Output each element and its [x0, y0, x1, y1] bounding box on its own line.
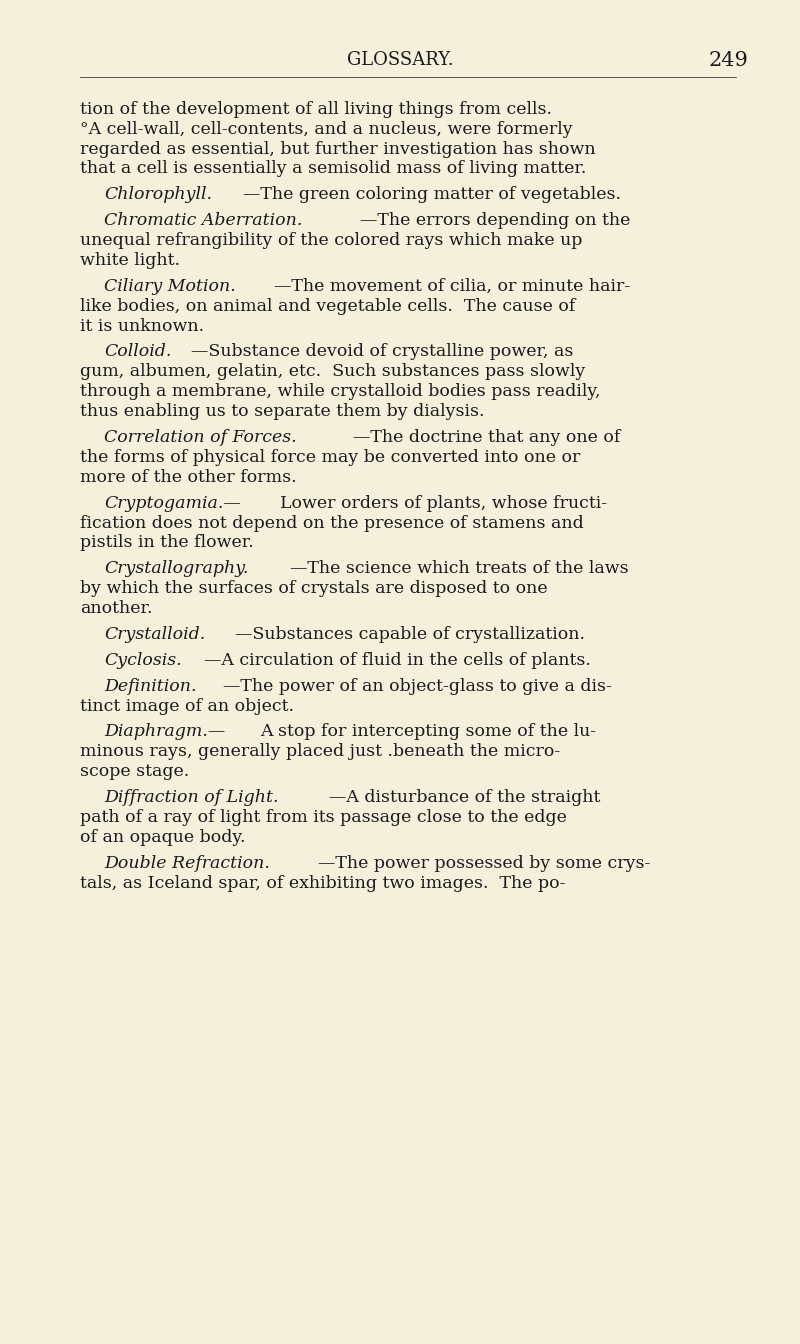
Text: —The green coloring matter of vegetables.: —The green coloring matter of vegetables…: [243, 187, 622, 203]
Text: pistils in the flower.: pistils in the flower.: [80, 535, 254, 551]
Text: white light.: white light.: [80, 251, 180, 269]
Text: Colloid.: Colloid.: [104, 344, 171, 360]
Text: unequal refrangibility of the colored rays which make up: unequal refrangibility of the colored ra…: [80, 233, 582, 249]
Text: through a membrane, while crystalloid bodies pass readily,: through a membrane, while crystalloid bo…: [80, 383, 601, 401]
Text: GLOSSARY.: GLOSSARY.: [346, 51, 454, 70]
Text: —The power possessed by some crys-: —The power possessed by some crys-: [318, 855, 650, 872]
Text: —The doctrine that any one of: —The doctrine that any one of: [353, 429, 620, 446]
Text: Chlorophyll.—The green coloring matter of vegetables.: Chlorophyll.—The green coloring matter o…: [104, 187, 590, 203]
Text: Ciliary Motion.: Ciliary Motion.: [104, 278, 236, 294]
Text: —Substance devoid of crystalline power, as: —Substance devoid of crystalline power, …: [191, 344, 574, 360]
Text: Correlation of Forces.—The doctrine that any one of: Correlation of Forces.—The doctrine that…: [104, 429, 565, 446]
Text: path of a ray of light from its passage close to the edge: path of a ray of light from its passage …: [80, 809, 567, 827]
Text: Diffraction of Light.—A disturbance of the straight: Diffraction of Light.—A disturbance of t…: [104, 789, 550, 806]
Text: Crystalloid.—Substances capable of crystallization.: Crystalloid.—Substances capable of cryst…: [104, 626, 555, 642]
Text: Cyclosis.—A circulation of fluid in the cells of plants.: Cyclosis.—A circulation of fluid in the …: [104, 652, 569, 669]
Text: Diaphragm.—: Diaphragm.—: [104, 723, 226, 741]
Text: Cyclosis.: Cyclosis.: [104, 652, 182, 669]
Text: more of the other forms.: more of the other forms.: [80, 469, 297, 485]
Text: Cryptogamia.—: Cryptogamia.—: [104, 495, 241, 512]
Text: fication does not depend on the presence of stamens and: fication does not depend on the presence…: [80, 515, 584, 531]
Text: °A cell-wall, cell-contents, and a nucleus, were formerly: °A cell-wall, cell-contents, and a nucle…: [80, 121, 573, 137]
Text: tion of the development of all living things from cells.: tion of the development of all living th…: [80, 101, 552, 118]
Text: the forms of physical force may be converted into one or: the forms of physical force may be conve…: [80, 449, 580, 466]
Text: —The movement of cilia, or minute hair-: —The movement of cilia, or minute hair-: [274, 278, 630, 294]
Text: Cryptogamia.—Lower orders of plants, whose fructi-: Cryptogamia.—Lower orders of plants, who…: [104, 495, 568, 512]
Text: tals, as Iceland spar, of exhibiting two images.  The po-: tals, as Iceland spar, of exhibiting two…: [80, 875, 566, 891]
Text: Correlation of Forces.: Correlation of Forces.: [104, 429, 297, 446]
Text: scope stage.: scope stage.: [80, 763, 190, 780]
Text: it is unknown.: it is unknown.: [80, 317, 204, 335]
Text: minous rays, generally placed just .beneath the micro-: minous rays, generally placed just .bene…: [80, 743, 560, 761]
Text: Diffraction of Light.: Diffraction of Light.: [104, 789, 278, 806]
Text: Ciliary Motion.—The movement of cilia, or minute hair-: Ciliary Motion.—The movement of cilia, o…: [104, 278, 592, 294]
Text: Double Refraction.—The power possessed by some crys-: Double Refraction.—The power possessed b…: [104, 855, 602, 872]
Text: Crystalloid.: Crystalloid.: [104, 626, 206, 642]
Text: another.: another.: [80, 599, 153, 617]
Text: Chlorophyll.: Chlorophyll.: [104, 187, 212, 203]
Text: —The errors depending on the: —The errors depending on the: [360, 212, 630, 230]
Text: like bodies, on animal and vegetable cells.  The cause of: like bodies, on animal and vegetable cel…: [80, 298, 575, 314]
Text: Definition.—The power of an object-glass to give a dis-: Definition.—The power of an object-glass…: [104, 677, 586, 695]
Text: Definition.: Definition.: [104, 677, 197, 695]
Text: —A circulation of fluid in the cells of plants.: —A circulation of fluid in the cells of …: [204, 652, 591, 669]
Text: gum, albumen, gelatin, etc.  Such substances pass slowly: gum, albumen, gelatin, etc. Such substan…: [80, 363, 586, 380]
Text: Crystallography.—The science which treats of the laws: Crystallography.—The science which treat…: [104, 560, 587, 578]
Text: by which the surfaces of crystals are disposed to one: by which the surfaces of crystals are di…: [80, 581, 548, 597]
Text: —A disturbance of the straight: —A disturbance of the straight: [329, 789, 601, 806]
Text: regarded as essential, but further investigation has shown: regarded as essential, but further inves…: [80, 141, 596, 157]
Text: —The science which treats of the laws: —The science which treats of the laws: [290, 560, 629, 578]
Text: Double Refraction.: Double Refraction.: [104, 855, 270, 872]
Text: that a cell is essentially a semisolid mass of living matter.: that a cell is essentially a semisolid m…: [80, 160, 586, 177]
Text: Crystallography.: Crystallography.: [104, 560, 248, 578]
Text: Lower orders of plants, whose fructi-: Lower orders of plants, whose fructi-: [281, 495, 607, 512]
Text: —Substances capable of crystallization.: —Substances capable of crystallization.: [234, 626, 585, 642]
Text: Diaphragm.—A stop for intercepting some of the lu-: Diaphragm.—A stop for intercepting some …: [104, 723, 562, 741]
Text: —The power of an object-glass to give a dis-: —The power of an object-glass to give a …: [223, 677, 612, 695]
Text: thus enabling us to separate them by dialysis.: thus enabling us to separate them by dia…: [80, 403, 485, 421]
Text: tinct image of an object.: tinct image of an object.: [80, 698, 294, 715]
Text: Chromatic Aberration.—The errors depending on the: Chromatic Aberration.—The errors dependi…: [104, 212, 573, 230]
Text: Chromatic Aberration.: Chromatic Aberration.: [104, 212, 302, 230]
Text: A stop for intercepting some of the lu-: A stop for intercepting some of the lu-: [261, 723, 597, 741]
Text: Colloid.—Substance devoid of crystalline power, as: Colloid.—Substance devoid of crystalline…: [104, 344, 554, 360]
Text: 249: 249: [708, 51, 748, 70]
Text: of an opaque body.: of an opaque body.: [80, 829, 246, 845]
